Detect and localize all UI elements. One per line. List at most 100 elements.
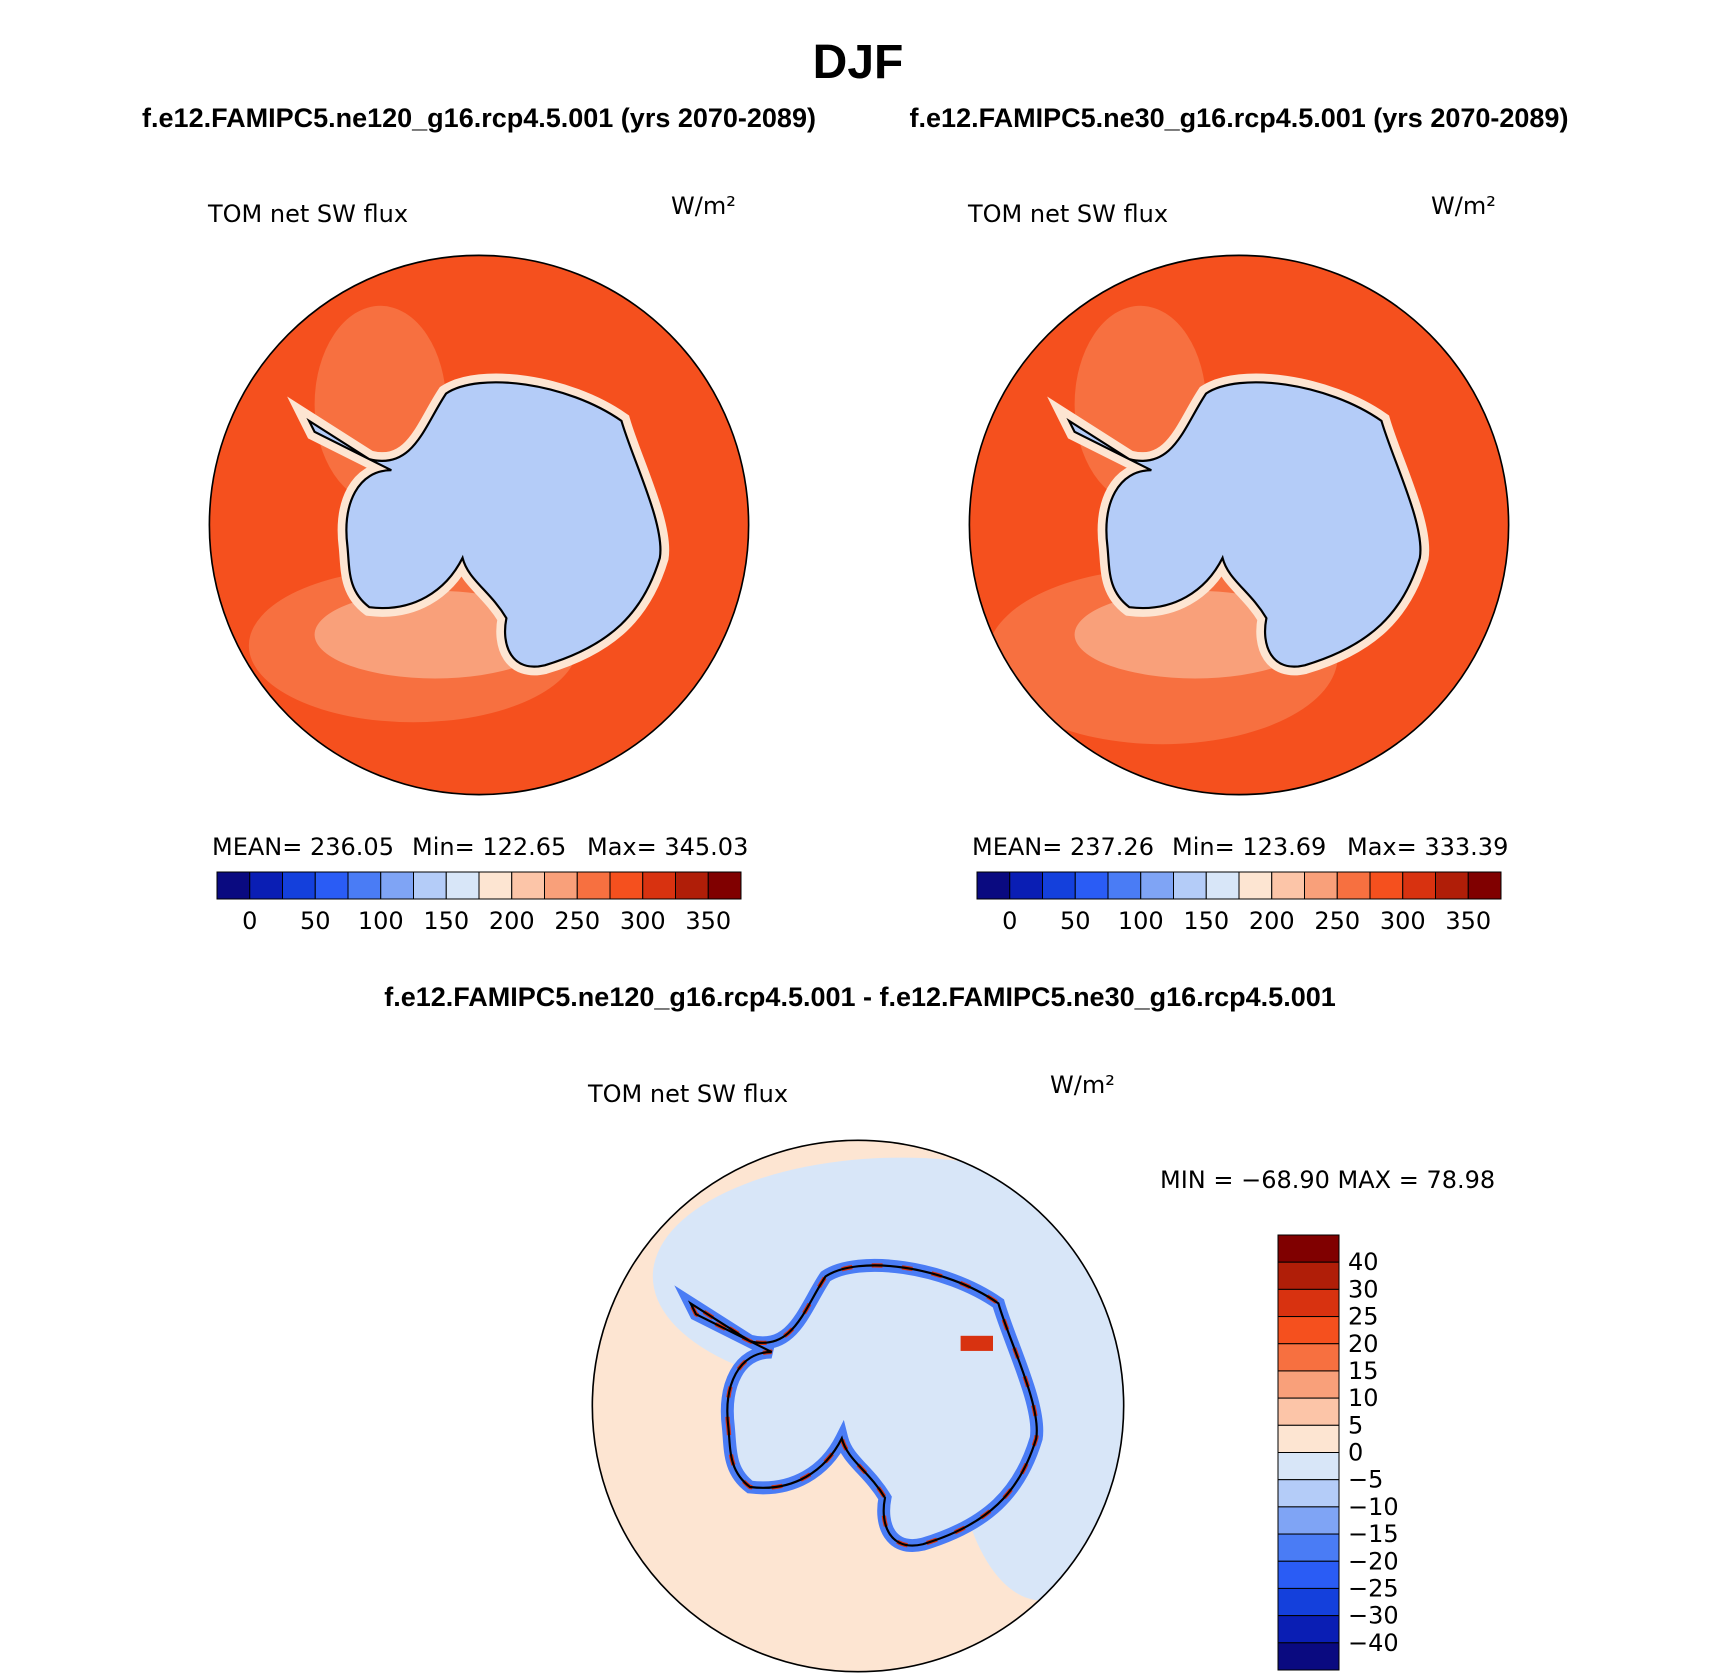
colorbar-box: [413, 871, 447, 900]
stat-label: Min= 123.69: [1172, 833, 1326, 861]
colorbar-label: 20: [1348, 1330, 1379, 1358]
units-label: W/m²: [1431, 192, 1496, 220]
colorbar-box: [1205, 871, 1240, 900]
colorbar-label: 100: [358, 907, 404, 935]
colorbar-label: 150: [423, 907, 469, 935]
colorbar-box: [1277, 1642, 1340, 1671]
colorbar-label: 200: [489, 907, 535, 935]
colorbar-label: 300: [620, 907, 666, 935]
colorbar-box: [216, 871, 251, 900]
colorbar-box: [1277, 1261, 1340, 1290]
colorbar-box: [1277, 1560, 1340, 1589]
colorbar-box: [1277, 1587, 1340, 1617]
colorbar-box: [707, 871, 742, 900]
colorbar-box: [1277, 1316, 1340, 1345]
stat-label: MIN = −68.90 MAX = 78.98: [1160, 1166, 1495, 1194]
colorbar-label: 25: [1348, 1303, 1379, 1331]
colorbar-box: [1277, 1424, 1340, 1453]
colorbar-box: [1277, 1479, 1340, 1508]
colorbar-box: [1336, 871, 1371, 900]
field-label: TOM net SW flux: [207, 200, 408, 228]
colorbar-box: [1277, 1506, 1340, 1535]
colorbar-box: [347, 871, 382, 900]
colorbar-label: 200: [1249, 907, 1295, 935]
colorbar-label: 0: [242, 907, 257, 935]
colorbar-label: 5: [1348, 1411, 1363, 1439]
stat-label: Min= 122.65: [412, 833, 566, 861]
colorbar-label: 250: [1314, 907, 1360, 935]
panel-subtitle: f.e12.FAMIPC5.ne120_g16.rcp4.5.001 (yrs …: [142, 103, 816, 133]
colorbar-box: [314, 871, 349, 900]
colorbar-label: 150: [1183, 907, 1229, 935]
colorbar-box: [1277, 1343, 1340, 1372]
colorbar-label: −20: [1348, 1547, 1399, 1575]
stat-label: MEAN= 237.26: [972, 833, 1154, 861]
colorbar-label: 50: [1060, 907, 1091, 935]
colorbar-box: [282, 871, 316, 900]
colorbar-box: [1277, 1452, 1340, 1481]
colorbar-box: [1435, 871, 1469, 900]
colorbar-box: [1042, 871, 1076, 900]
colorbar-box: [976, 871, 1011, 900]
colorbar-box: [249, 871, 283, 900]
colorbar-label: 100: [1118, 907, 1164, 935]
colorbar-box: [1467, 871, 1502, 900]
colorbar-box: [1173, 871, 1207, 900]
colorbar-box: [675, 871, 709, 900]
stat-label: MEAN= 236.05: [212, 833, 394, 861]
panel-subtitle: f.e12.FAMIPC5.ne30_g16.rcp4.5.001 (yrs 2…: [910, 103, 1569, 133]
colorbar-label: −15: [1348, 1520, 1399, 1548]
colorbar-label: 300: [1380, 907, 1426, 935]
stat-label: Max= 345.03: [587, 833, 748, 861]
colorbar-box: [642, 871, 676, 900]
colorbar-box: [1277, 1370, 1340, 1399]
map: [591, 1139, 1125, 1673]
colorbar-box: [1140, 871, 1174, 900]
map: [208, 254, 750, 796]
stat-label: Max= 333.39: [1347, 833, 1508, 861]
colorbar-label: −10: [1348, 1493, 1399, 1521]
figure-title: DJF: [813, 36, 904, 89]
units-label: W/m²: [671, 192, 736, 220]
colorbar-box: [380, 871, 414, 900]
colorbar-box: [1277, 1615, 1340, 1644]
colorbar-box: [609, 871, 644, 900]
colorbar-box: [1277, 1234, 1340, 1263]
colorbar-label: −25: [1348, 1574, 1399, 1602]
colorbar-box: [1074, 871, 1109, 900]
map: [968, 254, 1510, 796]
colorbar-box: [1304, 871, 1338, 900]
panel-subtitle: f.e12.FAMIPC5.ne120_g16.rcp4.5.001 - f.e…: [384, 982, 1336, 1012]
field-label: TOM net SW flux: [587, 1080, 788, 1108]
colorbar-box: [1238, 871, 1273, 900]
colorbar-box: [1277, 1288, 1340, 1318]
field-label: TOM net SW flux: [967, 200, 1168, 228]
colorbar-box: [445, 871, 480, 900]
colorbar-box: [1107, 871, 1142, 900]
colorbar-label: −30: [1348, 1602, 1399, 1630]
colorbar-label: −5: [1348, 1466, 1383, 1494]
colorbar-box: [511, 871, 545, 900]
colorbar-box: [1369, 871, 1404, 900]
colorbar-box: [1271, 871, 1305, 900]
colorbar-label: 50: [300, 907, 331, 935]
colorbar-box: [478, 871, 513, 900]
colorbar-label: 30: [1348, 1275, 1379, 1303]
colorbar-label: 350: [1445, 907, 1491, 935]
colorbar-label: 0: [1348, 1439, 1363, 1467]
colorbar-label: 15: [1348, 1357, 1379, 1385]
colorbar-box: [576, 871, 611, 900]
units-label: W/m²: [1050, 1071, 1115, 1099]
colorbar-label: 350: [685, 907, 731, 935]
colorbar-box: [1277, 1397, 1340, 1426]
colorbar-box: [544, 871, 578, 900]
colorbar-label: 0: [1002, 907, 1017, 935]
colorbar-label: 250: [554, 907, 600, 935]
colorbar-box: [1402, 871, 1436, 900]
colorbar-label: −40: [1348, 1629, 1399, 1657]
colorbar-label: 40: [1348, 1248, 1379, 1276]
colorbar-box: [1009, 871, 1043, 900]
colorbar-box: [1277, 1533, 1340, 1562]
colorbar-label: 10: [1348, 1384, 1379, 1412]
